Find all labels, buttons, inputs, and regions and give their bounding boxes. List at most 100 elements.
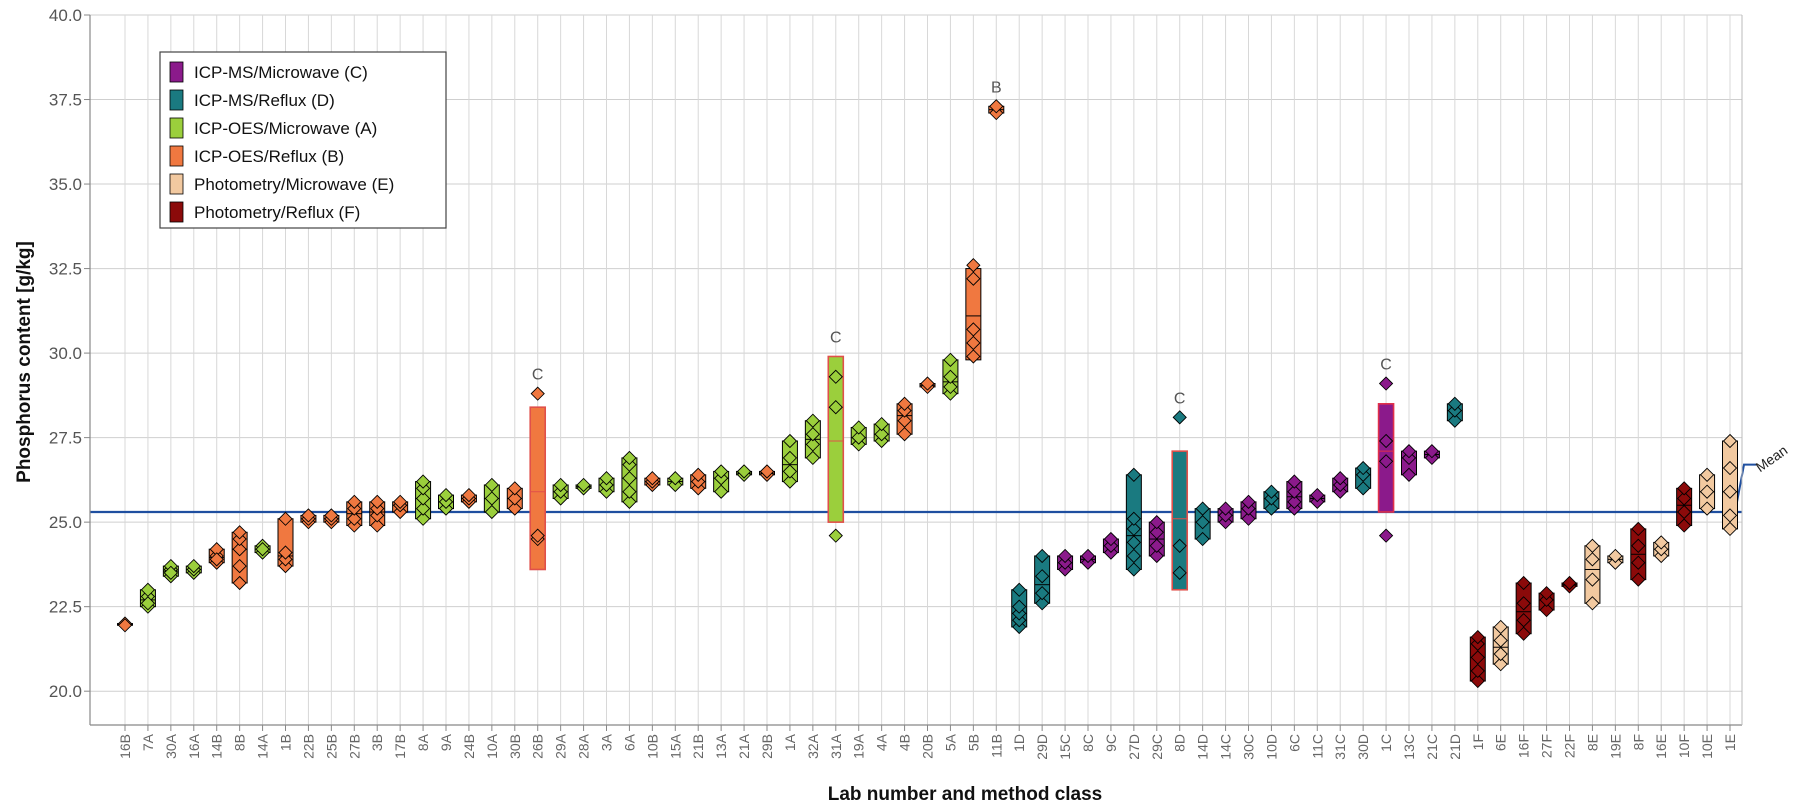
y-tick-label: 25.0 (49, 513, 82, 532)
data-point (1173, 411, 1186, 424)
x-tick-label: 29D (1034, 734, 1050, 760)
x-tick-label: 6C (1286, 734, 1302, 752)
x-tick-label: 9A (438, 733, 454, 751)
data-point (1380, 529, 1393, 542)
x-tick-label: 24B (461, 734, 477, 759)
x-tick-label: 21C (1424, 734, 1440, 760)
x-tick-label: 13A (713, 733, 729, 759)
x-tick-label: 29C (1149, 734, 1165, 760)
x-tick-label: 6E (1493, 734, 1509, 751)
legend-label: ICP-OES/Microwave (A) (194, 119, 377, 138)
x-tick-label: 14A (255, 733, 271, 759)
x-tick-label: 10B (644, 734, 660, 759)
y-axis-title: Phosphorus content [g/kg] (14, 241, 35, 483)
legend-swatch (170, 118, 183, 138)
x-tick-label: 1F (1470, 734, 1486, 750)
x-tick-label: 29A (553, 733, 569, 759)
x-tick-label: 14D (1195, 734, 1211, 760)
legend: ICP-MS/Microwave (C) ICP-MS/Reflux (D) ICP… (160, 52, 446, 228)
x-tick-label: 17B (392, 734, 408, 759)
legend-swatch (170, 202, 183, 222)
x-tick-label: 10E (1699, 734, 1715, 759)
y-tick-label: 32.5 (49, 260, 82, 279)
legend-label: Photometry/Reflux (F) (194, 203, 360, 222)
x-tick-label: 27F (1539, 734, 1555, 758)
y-tick-label: 35.0 (49, 175, 82, 194)
x-tick-label: 8A (415, 733, 431, 751)
x-tick-label: 10F (1676, 734, 1692, 758)
legend-swatch (170, 90, 183, 110)
legend-label: ICP-MS/Microwave (C) (194, 63, 368, 82)
x-tick-label: 21D (1447, 734, 1463, 760)
data-point (1380, 377, 1393, 390)
x-tick-label: 4B (897, 734, 913, 751)
x-tick-label: 16B (117, 734, 133, 759)
x-tick-label: 31A (828, 733, 844, 759)
x-tick-label: 22F (1562, 734, 1578, 758)
y-tick-label: 30.0 (49, 344, 82, 363)
x-tick-label: 19E (1607, 734, 1623, 759)
x-tick-label: 11B (988, 734, 1004, 758)
x-tick-label: 16F (1516, 734, 1532, 758)
y-tick-label: 27.5 (49, 429, 82, 448)
data-point (829, 529, 842, 542)
x-tick-label: 10A (484, 733, 500, 759)
x-tick-label: 21A (736, 733, 752, 759)
x-axis-title: Lab number and method class (828, 784, 1103, 805)
x-tick-label: 16E (1653, 734, 1669, 759)
x-tick-label: 3B (369, 734, 385, 751)
legend-label: ICP-OES/Reflux (B) (194, 147, 344, 166)
data-point (119, 619, 132, 632)
x-tick-label: 31C (1332, 734, 1348, 760)
x-tick-label: 27B (346, 734, 362, 759)
x-tick-label: 25B (323, 734, 339, 759)
x-tick-label: 4A (874, 733, 890, 751)
y-tick-label: 20.0 (49, 682, 82, 701)
legend-label: ICP-MS/Reflux (D) (194, 91, 335, 110)
mean-label: Mean (1753, 442, 1791, 475)
x-tick-label: 32A (805, 733, 821, 759)
x-tick-label: 11C (1309, 734, 1325, 759)
x-tick-label: 1E (1722, 734, 1738, 751)
x-tick-label: 1D (1011, 734, 1027, 752)
x-tick-label: 5A (942, 733, 958, 751)
point-annotation: C (1380, 357, 1392, 374)
point-annotation: C (532, 367, 544, 384)
legend-swatch (170, 62, 183, 82)
x-tick-label: 1B (278, 734, 294, 751)
y-tick-label: 40.0 (49, 6, 82, 25)
annotations: C C B C C (532, 79, 1392, 407)
x-tick-label: 20B (920, 734, 936, 759)
x-tick-label: 8B (232, 734, 248, 751)
x-tick-label: 16A (186, 733, 202, 759)
x-tick-label: 29B (759, 734, 775, 759)
legend-label: Photometry/Microwave (E) (194, 175, 394, 194)
mean-line-group: Mean (90, 442, 1790, 518)
y-tick-label: 22.5 (49, 598, 82, 617)
x-tick-label: 14B (209, 734, 225, 759)
x-tick-label: 13C (1401, 734, 1417, 760)
point-annotation: C (1174, 390, 1186, 407)
data-point (531, 387, 544, 400)
legend-swatch (170, 174, 183, 194)
x-tick-label: 1C (1378, 734, 1394, 752)
y-tick-label: 37.5 (49, 91, 82, 110)
x-tick-label: 8C (1080, 734, 1096, 752)
x-tick-label: 7A (140, 733, 156, 751)
x-tick-label: 27D (1126, 734, 1142, 760)
x-tick-label: 6A (621, 733, 637, 751)
x-tick-label: 8F (1630, 734, 1646, 750)
x-tick-label: 14C (1218, 734, 1234, 760)
x-tick-label: 19A (851, 733, 867, 759)
x-tick-label: 5B (965, 734, 981, 751)
x-tick-label: 3A (599, 733, 615, 751)
x-tick-label: 8E (1584, 734, 1600, 751)
legend-swatch (170, 146, 183, 166)
x-tick-label: 9C (1103, 734, 1119, 752)
x-tick-label: 30D (1355, 734, 1371, 760)
x-tick-label: 15A (667, 733, 683, 759)
x-tick-label: 15C (1057, 734, 1073, 760)
x-tick-label: 30B (507, 734, 523, 759)
x-tick-label: 8D (1172, 734, 1188, 752)
